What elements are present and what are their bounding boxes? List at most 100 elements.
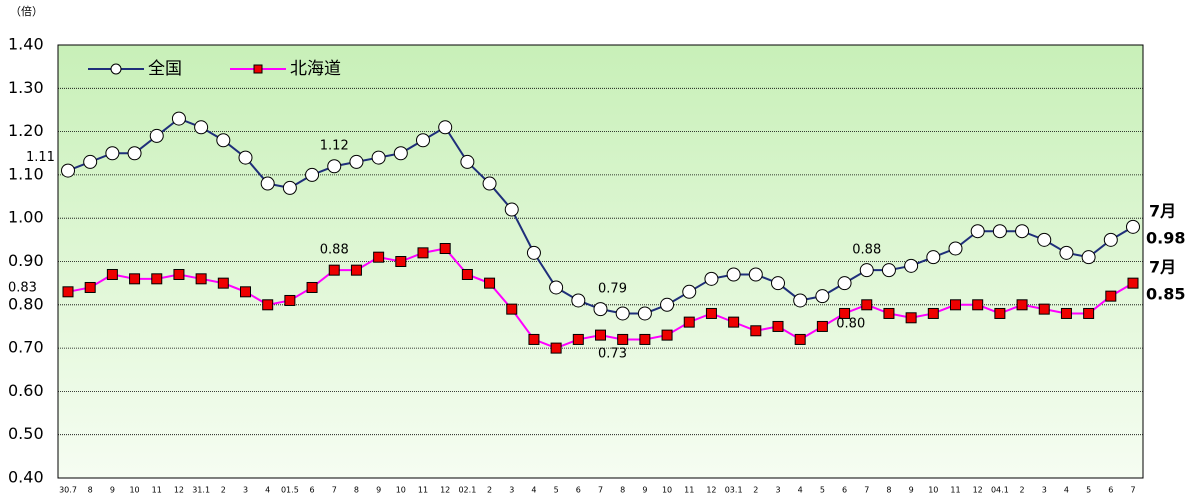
point: [750, 325, 762, 337]
point: [504, 202, 519, 217]
point: [373, 251, 385, 263]
x-tick-label: 7: [1130, 486, 1135, 495]
point: [748, 267, 763, 282]
data-label: 0.85: [1146, 285, 1185, 304]
x-tick-label: 11: [418, 486, 428, 495]
point: [528, 333, 540, 345]
x-tick-label: 2: [221, 486, 226, 495]
point: [572, 333, 584, 345]
x-tick-label: 8: [354, 486, 359, 495]
point: [861, 299, 873, 311]
legend-label: 北海道: [290, 59, 341, 79]
point: [217, 277, 229, 289]
y-tick-label: 1.10: [8, 164, 44, 183]
data-label: 0.80: [836, 316, 865, 331]
x-tick-label: 4: [1064, 486, 1069, 495]
point: [526, 245, 541, 260]
point: [328, 264, 340, 276]
point: [461, 268, 473, 280]
point: [306, 281, 318, 293]
point: [661, 329, 673, 341]
unit-label: （倍）: [10, 4, 43, 18]
x-tick-label: 10: [396, 486, 406, 495]
point: [948, 241, 963, 256]
point: [793, 293, 808, 308]
x-tick-label: 5: [1086, 486, 1091, 495]
point: [61, 163, 75, 178]
x-tick-label: 30.7: [59, 486, 77, 495]
x-tick-label: 6: [842, 486, 847, 495]
x-tick-label: 5: [554, 486, 559, 495]
point: [992, 224, 1007, 239]
point: [484, 277, 496, 289]
x-tick-label: 2: [487, 486, 492, 495]
point: [593, 302, 608, 317]
point: [393, 146, 408, 161]
point: [127, 146, 142, 161]
point: [837, 276, 852, 291]
x-tick-label: 04.1: [991, 486, 1009, 495]
x-tick-label: 6: [576, 486, 581, 495]
x-tick-label: 31.1: [192, 486, 210, 495]
point: [705, 307, 717, 319]
x-tick-label: 8: [88, 486, 93, 495]
x-tick-label: 9: [110, 486, 115, 495]
x-tick-label: 10: [662, 486, 672, 495]
y-tick-label: 1.20: [8, 121, 44, 140]
point: [927, 307, 939, 319]
point: [238, 150, 253, 165]
y-tick-label: 0.90: [8, 251, 44, 270]
point: [305, 167, 320, 182]
data-label: 0.73: [598, 347, 627, 362]
point: [881, 263, 896, 278]
x-tick-label: 12: [174, 486, 184, 495]
x-tick-label: 4: [265, 486, 270, 495]
point: [417, 247, 429, 259]
legend-marker: [110, 63, 122, 75]
point: [859, 263, 874, 278]
x-tick-label: 10: [928, 486, 938, 495]
point: [262, 299, 274, 311]
point: [904, 258, 919, 273]
data-label: 0.83: [8, 280, 37, 295]
data-label: 1.12: [320, 139, 349, 154]
point: [1038, 303, 1050, 315]
y-tick-label: 0.80: [8, 294, 44, 313]
x-tick-label: 3: [775, 486, 780, 495]
point: [195, 273, 207, 285]
point: [1016, 299, 1028, 311]
end-label: 7月: [1149, 258, 1176, 277]
point: [771, 276, 785, 291]
x-tick-label: 2: [1020, 486, 1025, 495]
point: [395, 256, 407, 267]
point: [839, 307, 851, 319]
data-label: 0.88: [320, 243, 349, 258]
x-tick-label: 4: [531, 486, 536, 495]
point: [660, 297, 675, 312]
point: [106, 268, 118, 280]
point: [816, 320, 828, 332]
point: [1059, 245, 1074, 260]
point: [1081, 250, 1096, 265]
y-tick-label: 0.50: [8, 424, 44, 443]
point: [129, 273, 141, 285]
point: [416, 133, 430, 148]
x-tick-label: 2: [753, 486, 758, 495]
point: [371, 150, 386, 165]
point: [549, 280, 564, 295]
point: [194, 120, 209, 135]
data-label: 0.88: [852, 243, 881, 258]
y-tick-label: 0.70: [8, 338, 44, 357]
point: [972, 299, 984, 311]
x-tick-label: 6: [1108, 486, 1113, 495]
x-tick-label: 01.5: [281, 486, 299, 495]
point: [84, 281, 96, 293]
point: [171, 111, 186, 126]
point: [1015, 224, 1030, 239]
y-tick-label: 0.60: [8, 381, 44, 400]
x-tick-label: 4: [798, 486, 803, 495]
point: [905, 312, 917, 324]
y-tick-label: 1.00: [8, 208, 44, 227]
point: [240, 286, 251, 298]
